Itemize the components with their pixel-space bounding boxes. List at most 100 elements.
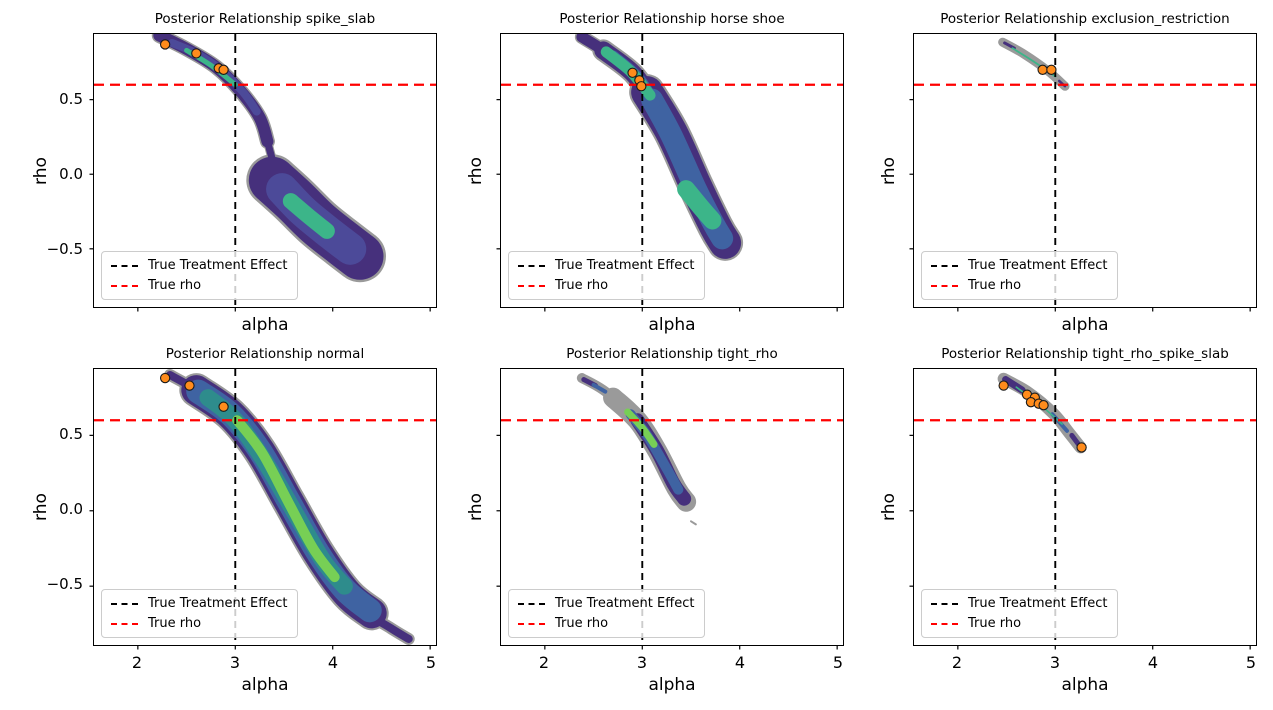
plot-area: True Treatment Effect True rho bbox=[496, 368, 844, 650]
x-axis-label: alpha bbox=[648, 315, 696, 335]
red-dashed-line-icon bbox=[111, 284, 138, 287]
plot-area: True Treatment Effect True rho bbox=[89, 368, 437, 650]
y-tick-label: 0.0 bbox=[59, 500, 83, 518]
x-axis-label: alpha bbox=[241, 675, 289, 695]
black-dashed-line-icon bbox=[931, 264, 958, 267]
x-tick-label: 5 bbox=[425, 653, 437, 672]
contour-plot bbox=[496, 34, 843, 312]
posterior-draw-point bbox=[998, 380, 1009, 391]
y-tick-label: −0.5 bbox=[46, 240, 83, 258]
legend-item: True rho bbox=[931, 278, 1107, 293]
posterior-draw-point bbox=[218, 401, 229, 412]
legend-item: True rho bbox=[518, 616, 694, 631]
plot-title: Posterior Relationship tight_rho bbox=[566, 346, 778, 362]
red-dashed-line-icon bbox=[518, 622, 545, 625]
contour-plot bbox=[89, 34, 436, 312]
x-tick-label: 2 bbox=[538, 653, 550, 672]
red-dashed-line-icon bbox=[931, 622, 958, 625]
black-dashed-line-icon bbox=[518, 602, 545, 605]
y-tick-label: 0.5 bbox=[59, 90, 83, 108]
subplot-normal: Posterior Relationship normal rho 0.5 0.… bbox=[31, 346, 437, 695]
black-dashed-line-icon bbox=[518, 264, 545, 267]
contour-bands bbox=[501, 369, 843, 645]
legend-item: True Treatment Effect bbox=[518, 258, 694, 273]
x-tick-label: 4 bbox=[734, 653, 746, 672]
x-tick-label: 3 bbox=[1049, 653, 1061, 672]
posterior-draw-point bbox=[1076, 442, 1087, 453]
plot-title: Posterior Relationship normal bbox=[165, 346, 365, 362]
posterior-draw-point bbox=[184, 380, 195, 391]
x-tick-label: 2 bbox=[951, 653, 963, 672]
contour-plot bbox=[89, 369, 436, 650]
legend-item: True Treatment Effect bbox=[111, 596, 287, 611]
x-tick-label: 4 bbox=[327, 653, 339, 672]
subplot-tight-rho-spike-slab: Posterior Relationship tight_rho_spike_s… bbox=[879, 346, 1257, 695]
x-tick-label: 3 bbox=[636, 653, 648, 672]
plot-title: Posterior Relationship spike_slab bbox=[154, 11, 376, 27]
y-axis-label: rho bbox=[879, 156, 899, 185]
x-tick-label: 2 bbox=[131, 653, 143, 672]
plot-title: Posterior Relationship exclusion_restric… bbox=[940, 11, 1230, 27]
legend-item: True rho bbox=[111, 278, 287, 293]
posterior-draw-point bbox=[159, 39, 171, 50]
legend: True Treatment Effect True rho bbox=[921, 589, 1119, 638]
plot-area: True Treatment Effect True rho bbox=[89, 33, 437, 312]
legend-label: True rho bbox=[968, 616, 1022, 631]
y-tick-label: 0.0 bbox=[59, 165, 83, 183]
black-dashed-line-icon bbox=[931, 602, 958, 605]
contour-bands bbox=[94, 369, 436, 645]
legend: True Treatment Effect True rho bbox=[508, 589, 706, 638]
plot-area: True Treatment Effect True rho bbox=[496, 33, 844, 312]
legend: True Treatment Effect True rho bbox=[921, 251, 1119, 300]
legend-item: True Treatment Effect bbox=[518, 596, 694, 611]
black-dashed-line-icon bbox=[111, 264, 138, 267]
plot-area: True Treatment Effect True rho bbox=[909, 33, 1257, 312]
x-tick-label: 5 bbox=[1245, 653, 1257, 672]
legend-label: True rho bbox=[555, 278, 609, 293]
legend-label: True Treatment Effect bbox=[555, 258, 695, 273]
x-axis-label: alpha bbox=[1061, 675, 1109, 695]
black-dashed-line-icon bbox=[111, 602, 138, 605]
posterior-draw-point bbox=[627, 67, 638, 78]
posterior-draw-point bbox=[636, 81, 647, 92]
contour-bands bbox=[94, 34, 436, 307]
legend-label: True Treatment Effect bbox=[148, 258, 288, 273]
red-dashed-line-icon bbox=[111, 622, 138, 625]
posterior-draw-point bbox=[1037, 64, 1048, 75]
y-tick-label: 0.5 bbox=[59, 425, 83, 443]
y-axis-label: rho bbox=[466, 156, 486, 185]
subplot-spike-slab: Posterior Relationship spike_slab rho 0.… bbox=[31, 11, 437, 335]
legend: True Treatment Effect True rho bbox=[101, 589, 299, 638]
plot-title: Posterior Relationship horse shoe bbox=[559, 11, 785, 27]
contour-bands bbox=[914, 34, 1256, 307]
posterior-draw-point bbox=[1038, 400, 1049, 411]
contour-plot bbox=[909, 34, 1256, 312]
subplot-exclusion-restriction: Posterior Relationship exclusion_restric… bbox=[879, 11, 1257, 335]
subplot-tight-rho: Posterior Relationship tight_rho rho Tru… bbox=[466, 346, 844, 695]
red-dashed-line-icon bbox=[931, 284, 958, 287]
posterior-draw-point bbox=[159, 372, 171, 384]
posterior-draw-point bbox=[1046, 64, 1057, 75]
x-axis-label: alpha bbox=[1061, 315, 1109, 335]
legend-label: True Treatment Effect bbox=[555, 596, 695, 611]
x-tick-label: 3 bbox=[229, 653, 241, 672]
y-axis-label: rho bbox=[466, 493, 486, 521]
contour-plot bbox=[496, 369, 843, 650]
legend-item: True rho bbox=[518, 278, 694, 293]
y-tick-label: −0.5 bbox=[46, 575, 83, 593]
legend-label: True Treatment Effect bbox=[148, 596, 288, 611]
legend-item: True Treatment Effect bbox=[111, 258, 287, 273]
x-axis-label: alpha bbox=[241, 315, 289, 335]
legend-label: True rho bbox=[148, 278, 202, 293]
legend-label: True rho bbox=[555, 616, 609, 631]
legend-item: True Treatment Effect bbox=[931, 258, 1107, 273]
subplot-horse-shoe: Posterior Relationship horse shoe rho Tr… bbox=[466, 11, 844, 335]
legend-label: True Treatment Effect bbox=[968, 596, 1108, 611]
posterior-draw-point bbox=[218, 64, 229, 75]
x-tick-label: 5 bbox=[832, 653, 844, 672]
plot-title: Posterior Relationship tight_rho_spike_s… bbox=[941, 346, 1229, 362]
legend-label: True rho bbox=[968, 278, 1022, 293]
legend: True Treatment Effect True rho bbox=[508, 251, 706, 300]
red-dashed-line-icon bbox=[518, 284, 545, 287]
